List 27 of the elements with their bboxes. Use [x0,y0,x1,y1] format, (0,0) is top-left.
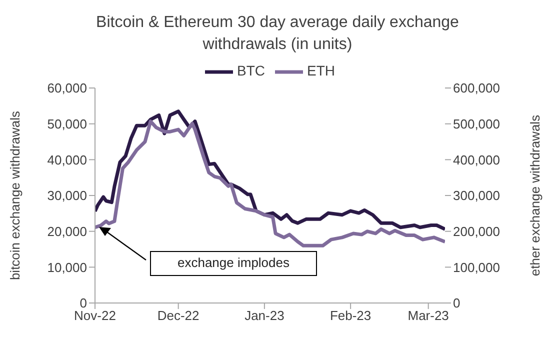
line-series [95,120,445,248]
y-tick-label: 60,000 [47,80,87,96]
y2-axis-title: ether exchange withdrawals [528,114,543,276]
y2-tick-label: 200,000 [453,224,500,239]
x-tick-label: Feb-23 [330,308,372,324]
y2-tick-label: 0 [453,296,460,311]
y2-tick-label: 100,000 [453,260,500,275]
y-tick-label: 10,000 [47,260,87,275]
x-tick-label: Mar-23 [408,308,449,324]
y2-tick-label: 600,000 [453,80,500,96]
legend-label: BTC [237,62,265,79]
chart-title: Bitcoin & Ethereum 30 day average daily exchange withdrawals (in units) [95,13,460,55]
y-axis-title: bitcoin exchange withdrawals [8,110,23,280]
legend-label: ETH [307,62,335,79]
y-tick-label: 20,000 [47,224,87,239]
x-tick-label: Dec-22 [157,308,200,324]
y-tick-label: 0 [80,296,87,311]
line-series [95,110,445,231]
y-tick-label: 40,000 [47,152,87,168]
y2-tick-label: 400,000 [453,152,500,168]
x-tick-label: Jan-23 [244,308,284,324]
y2-tick-label: 500,000 [453,116,500,132]
y-tick-label: 30,000 [47,188,87,204]
y2-tick-label: 300,000 [453,188,500,204]
y-tick-label: 50,000 [47,116,87,132]
x-tick-label: Nov-22 [74,308,116,324]
annotation: exchange implodes [176,255,291,271]
